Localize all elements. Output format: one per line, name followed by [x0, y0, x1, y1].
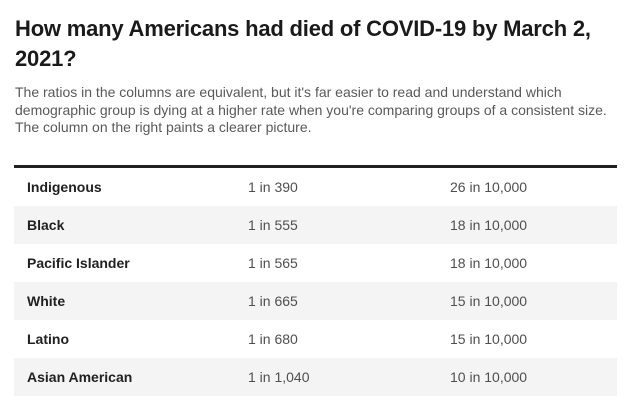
group-name-cell: Latino: [27, 330, 69, 347]
table-row: Asian American 1 in 1,040 10 in 10,000: [14, 357, 617, 396]
group-name-cell: White: [27, 292, 66, 309]
per-10000-cell: 18 in 10,000: [450, 254, 528, 271]
page-description: The ratios in the columns are equivalent…: [15, 84, 607, 135]
per-10000-cell: 18 in 10,000: [450, 216, 528, 233]
table-row: Black 1 in 555 18 in 10,000: [14, 205, 617, 244]
group-name-cell: Pacific Islander: [27, 254, 130, 271]
ratio-cell: 1 in 565: [248, 254, 298, 271]
ratio-cell: 1 in 1,040: [248, 368, 310, 385]
demographics-table: Indigenous 1 in 390 26 in 10,000 Black 1…: [14, 164, 617, 396]
per-10000-cell: 15 in 10,000: [450, 292, 528, 309]
per-10000-cell: 15 in 10,000: [450, 330, 528, 347]
group-name-cell: Indigenous: [27, 178, 102, 195]
table-row: White 1 in 665 15 in 10,000: [14, 281, 617, 320]
group-name-cell: Asian American: [27, 368, 133, 385]
ratio-cell: 1 in 390: [248, 178, 298, 195]
page-title: How many Americans had died of COVID-19 …: [15, 16, 591, 71]
per-10000-cell: 10 in 10,000: [450, 368, 528, 385]
group-name-cell: Black: [27, 216, 65, 233]
ratio-cell: 1 in 680: [248, 330, 298, 347]
table-row: Latino 1 in 680 15 in 10,000: [14, 320, 617, 358]
ratio-cell: 1 in 555: [248, 216, 298, 233]
ratio-cell: 1 in 665: [248, 292, 298, 309]
per-10000-cell: 26 in 10,000: [450, 178, 528, 195]
table-row: Indigenous 1 in 390 26 in 10,000: [14, 168, 617, 206]
table-row: Pacific Islander 1 in 565 18 in 10,000: [14, 244, 617, 282]
article-page: How many Americans had died of COVID-19 …: [0, 14, 631, 414]
